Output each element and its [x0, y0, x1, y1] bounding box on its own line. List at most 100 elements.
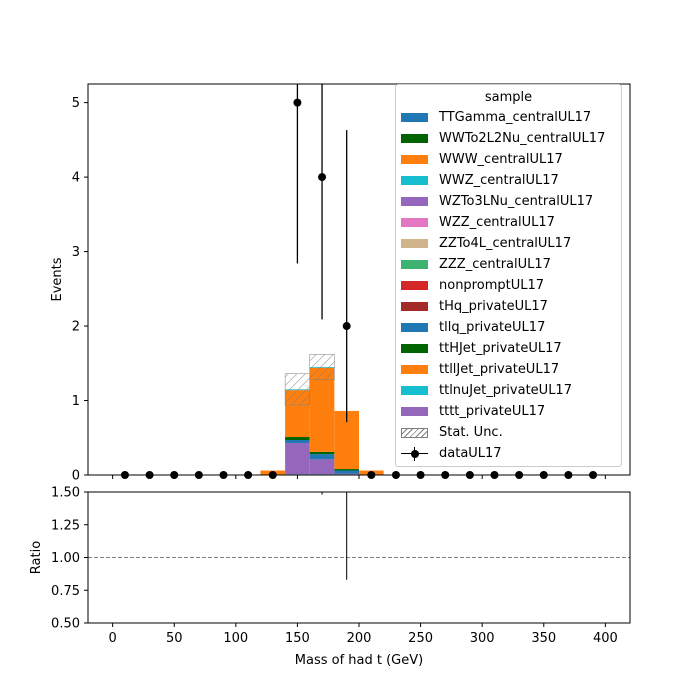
legend-swatch — [401, 176, 428, 185]
legend-swatch — [401, 365, 428, 374]
data-point — [219, 471, 228, 479]
ratio-y-tick-label: 0.50 — [51, 617, 80, 632]
bar-segment — [309, 459, 335, 475]
legend-swatch — [401, 155, 428, 164]
legend-entries: TTGamma_centralUL17 WWTo2L2Nu_centralUL17… — [396, 107, 621, 464]
legend-entry: Stat. Unc. — [396, 422, 621, 443]
bar-segment — [309, 367, 335, 452]
legend-entry: ZZZ_centralUL17 — [396, 254, 621, 275]
ratio-y-tick-label: 1.50 — [51, 486, 80, 501]
legend-label: tttt_privateUL17 — [439, 404, 546, 419]
legend-label: WWW_centralUL17 — [439, 152, 563, 167]
legend-swatch — [401, 386, 428, 395]
legend-label: WWTo2L2Nu_centralUL17 — [439, 131, 606, 146]
data-point — [120, 471, 129, 479]
data-point — [318, 173, 327, 182]
legend-label: tllq_privateUL17 — [439, 320, 546, 335]
legend-entry: WZTo3LNu_centralUL17 — [396, 191, 621, 212]
legend-label: WZTo3LNu_centralUL17 — [439, 194, 594, 209]
bar-segment — [309, 454, 335, 460]
data-point — [515, 471, 524, 479]
legend-swatch — [401, 260, 428, 269]
legend-label: ttlnuJet_privateUL17 — [439, 383, 572, 398]
legend-entry: WZZ_centralUL17 — [396, 212, 621, 233]
legend-label: ttHJet_privateUL17 — [439, 341, 562, 356]
legend-entry: ttlnuJet_privateUL17 — [396, 380, 621, 401]
data-point — [564, 471, 573, 479]
legend-label: Stat. Unc. — [439, 425, 503, 440]
y-axis-label: Events — [50, 257, 65, 301]
legend-label: ZZTo4L_centralUL17 — [439, 236, 572, 251]
legend-hatch-swatch — [401, 427, 428, 438]
legend-swatch — [401, 197, 428, 206]
legend-label: WZZ_centralUL17 — [439, 215, 555, 230]
legend-swatch — [401, 218, 428, 227]
legend-entry: ZZTo4L_centralUL17 — [396, 233, 621, 254]
x-tick-label: 400 — [593, 631, 618, 646]
legend-label: TTGamma_centralUL17 — [439, 110, 592, 125]
legend-label: tHq_privateUL17 — [439, 299, 548, 314]
y-tick-label: 1 — [72, 394, 80, 409]
y-tick-label: 2 — [72, 320, 80, 335]
data-point — [367, 471, 376, 479]
legend-entry: ttllJet_privateUL17 — [396, 359, 621, 380]
main-plot: 0 1 2 3 4 5 Events — [50, 83, 631, 484]
bar-segment — [309, 451, 335, 455]
legend: sample TTGamma_centralUL17 WWTo2L2Nu_cent… — [395, 84, 622, 467]
data-point — [145, 471, 154, 479]
legend-entry: tllq_privateUL17 — [396, 317, 621, 338]
data-point — [194, 471, 203, 479]
data-point — [589, 471, 598, 479]
legend-entry: dataUL17 — [396, 443, 621, 464]
x-tick-label: 50 — [166, 631, 183, 646]
x-tick-label: 300 — [470, 631, 495, 646]
y-tick-label: 5 — [72, 96, 80, 111]
legend-entry: WWW_centralUL17 — [396, 149, 621, 170]
x-tick-label: 100 — [223, 631, 248, 646]
legend-entry: TTGamma_centralUL17 — [396, 107, 621, 128]
bar-segment — [285, 442, 310, 475]
legend-swatch — [401, 239, 428, 248]
legend-label: ttllJet_privateUL17 — [439, 362, 560, 377]
legend-swatch — [401, 302, 428, 311]
legend-label: nonpromptUL17 — [439, 278, 545, 293]
legend-swatch — [401, 113, 428, 122]
legend-entry: ttHJet_privateUL17 — [396, 338, 621, 359]
legend-title: sample — [484, 90, 533, 105]
legend-entry: nonpromptUL17 — [396, 275, 621, 296]
bar-segment — [334, 469, 359, 471]
data-point — [441, 471, 450, 479]
legend-swatch — [401, 344, 428, 353]
legend-entry: tttt_privateUL17 — [396, 401, 621, 422]
ratio-y-tick-label: 1.25 — [51, 518, 80, 533]
legend-entry: WWZ_centralUL17 — [396, 170, 621, 191]
x-tick-label: 350 — [531, 631, 556, 646]
bar-segment — [285, 439, 310, 443]
legend-data-errorbar — [414, 446, 416, 461]
y-tick-label: 0 — [72, 469, 80, 484]
data-point — [342, 322, 351, 331]
legend-swatch — [401, 323, 428, 332]
bar-segment — [334, 470, 359, 474]
legend-label: dataUL17 — [439, 446, 502, 461]
ratio-y-tick-label: 1.00 — [51, 551, 80, 566]
legend-label: WWZ_centralUL17 — [439, 173, 559, 188]
legend-swatch — [401, 134, 428, 143]
bar-segment — [285, 437, 310, 440]
legend-swatch — [401, 281, 428, 290]
data-point — [268, 471, 277, 479]
data-point — [244, 471, 253, 479]
ratio-plot: 0.50 0.75 1.00 1.25 1.50 0 50 100 150 200 250 300 35… — [29, 486, 631, 668]
data-point — [490, 471, 499, 479]
x-tick-label: 250 — [408, 631, 433, 646]
legend-entry: tHq_privateUL17 — [396, 296, 621, 317]
ratio-y-axis-label: Ratio — [29, 541, 44, 574]
x-tick-label: 200 — [347, 631, 372, 646]
x-tick-label: 0 — [108, 631, 116, 646]
legend-data-marker — [401, 446, 428, 461]
stat-unc-band — [284, 373, 310, 406]
legend-swatch — [401, 407, 428, 416]
y-tick-label: 3 — [72, 245, 80, 260]
